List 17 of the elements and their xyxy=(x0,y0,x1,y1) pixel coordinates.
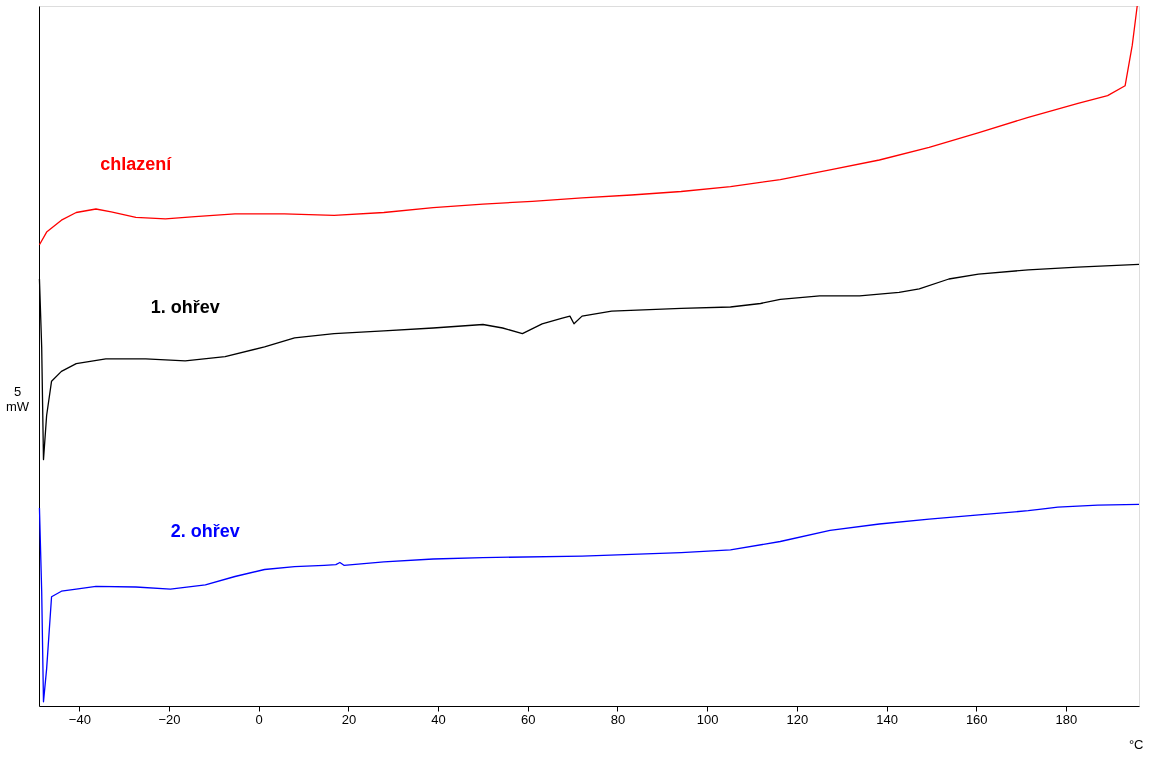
x-tick-label: 140 xyxy=(876,711,898,727)
y-axis-title: 5 mW xyxy=(5,383,30,414)
x-tick-label: −20 xyxy=(158,711,181,727)
x-tick-label: 160 xyxy=(965,711,988,727)
x-tick-label: 80 xyxy=(610,711,626,727)
series-label: 2. ohřev xyxy=(170,521,240,542)
x-tick-label: 0 xyxy=(255,711,263,727)
x-axis-title: °C xyxy=(1128,736,1144,752)
x-tick-label: 40 xyxy=(431,711,446,727)
x-tick-label: 120 xyxy=(786,711,809,727)
x-tick-label: 180 xyxy=(1055,711,1078,727)
series-label: chlazení xyxy=(100,153,173,174)
x-tick-label: 100 xyxy=(696,711,719,727)
x-tick-label: 20 xyxy=(341,711,357,727)
x-tick-label: −40 xyxy=(68,711,91,727)
text: 1. ohřev xyxy=(150,297,220,318)
x-tick-label: 60 xyxy=(521,711,536,727)
